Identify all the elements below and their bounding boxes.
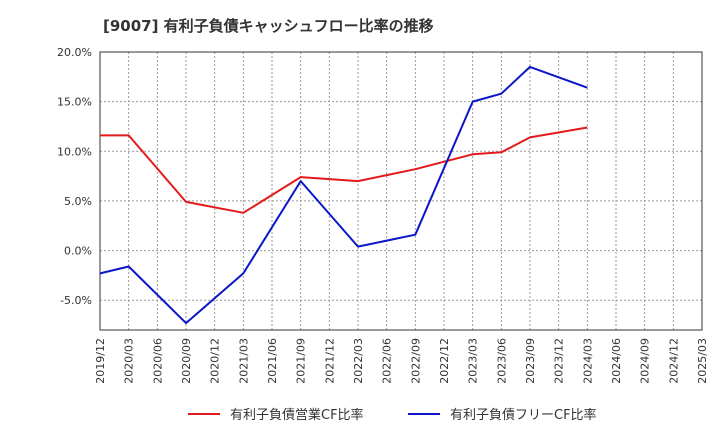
y-tick-label: 5.0%: [64, 195, 92, 208]
x-tick-label: 2019/12: [94, 338, 107, 384]
x-tick-label: 2020/03: [123, 338, 136, 384]
x-tick-label: 2024/06: [610, 338, 623, 384]
x-tick-label: 2022/12: [438, 338, 451, 384]
y-tick-label: 10.0%: [57, 145, 92, 158]
x-tick-label: 2023/06: [495, 338, 508, 384]
plot-area-border: [99, 51, 703, 331]
x-tick-label: 2024/09: [639, 338, 652, 384]
y-tick-label: 0.0%: [64, 245, 92, 258]
y-tick-label: 20.0%: [57, 46, 92, 59]
x-tick-label: 2024/03: [581, 338, 594, 384]
x-tick-label: 2020/09: [180, 338, 193, 384]
y-axis-ticks: 20.0% 15.0% 10.0% 5.0% 0.0% -5.0%: [57, 46, 92, 307]
legend-label-1: 有利子負債営業CF比率: [230, 407, 364, 423]
x-tick-label: 2021/06: [266, 338, 279, 384]
x-tick-label: 2023/09: [524, 338, 537, 384]
x-tick-label: 2025/03: [696, 338, 709, 384]
x-tick-label: 2021/12: [323, 338, 336, 384]
x-tick-label: 2021/09: [295, 338, 308, 384]
x-tick-label: 2021/03: [237, 338, 250, 384]
x-tick-label: 2023/03: [467, 338, 480, 384]
chart-title: [9007] 有利子負債キャッシュフロー比率の推移: [103, 17, 434, 35]
x-tick-label: 2020/12: [209, 338, 222, 384]
x-tick-label: 2022/09: [409, 338, 422, 384]
x-tick-label: 2024/12: [667, 338, 680, 384]
x-tick-label: 2022/06: [381, 338, 394, 384]
series-line-2: [99, 65, 588, 325]
series-layer: [99, 65, 588, 325]
x-tick-label: 2022/03: [352, 338, 365, 384]
x-axis-ticks: 2019/12 2020/03 2020/06 2020/09 2020/12 2021/…: [94, 338, 709, 384]
y-tick-label: -5.0%: [60, 294, 92, 307]
grid: [100, 52, 702, 330]
legend: 有利子負債営業CF比率 有利子負債フリーCF比率: [188, 407, 597, 423]
legend-label-2: 有利子負債フリーCF比率: [450, 407, 597, 423]
x-tick-label: 2020/06: [151, 338, 164, 384]
series-line-1: [100, 126, 588, 214]
x-tick-label: 2023/12: [553, 338, 566, 384]
y-tick-label: 15.0%: [57, 96, 92, 109]
